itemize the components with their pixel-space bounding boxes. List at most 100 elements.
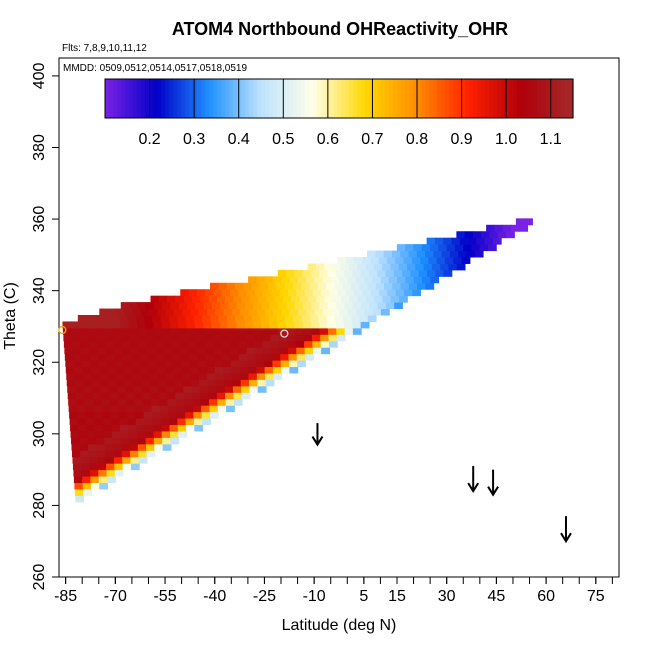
heatmap-cell <box>410 269 420 277</box>
heatmap-cell <box>319 327 329 335</box>
colorbar-swatch <box>377 79 382 118</box>
colorbar-swatch <box>213 79 218 118</box>
heatmap-cell <box>321 347 330 355</box>
colorbar-swatch <box>509 79 514 118</box>
heatmap-cell <box>326 282 335 290</box>
heatmap-cell <box>157 308 167 316</box>
heatmap-cell <box>202 418 211 426</box>
heatmap-cell <box>253 302 263 310</box>
heatmap-cell <box>195 334 205 342</box>
heatmap-cell <box>236 321 246 329</box>
heatmap-cell <box>89 456 98 464</box>
heatmap-cell <box>244 321 254 329</box>
heatmap-cell <box>96 327 105 335</box>
heatmap-cell <box>80 450 90 458</box>
heatmap-cell <box>225 392 234 400</box>
heatmap-cell <box>82 372 92 380</box>
heatmap-cell <box>294 321 304 329</box>
heatmap-cell <box>88 334 98 342</box>
heatmap-cell <box>137 327 147 335</box>
heatmap-cell <box>148 360 157 368</box>
heatmap-cell <box>336 327 346 335</box>
heatmap-cell <box>387 257 396 264</box>
heatmap-cell <box>166 379 175 387</box>
heatmap-cell <box>130 456 140 464</box>
heatmap-cell <box>71 334 81 342</box>
heatmap-cell <box>256 372 266 380</box>
heatmap-cell <box>186 321 196 329</box>
colorbar-swatch <box>345 79 350 118</box>
heatmap-cell <box>380 276 390 284</box>
heatmap-cell <box>255 360 265 368</box>
heatmap-cell <box>151 411 161 419</box>
heatmap-cell <box>137 302 147 310</box>
heatmap-cell <box>423 263 433 271</box>
y-tick-label: 260 <box>31 564 48 591</box>
heatmap-cell <box>315 263 325 271</box>
heatmap-cell <box>89 353 99 361</box>
heatmap-cell <box>200 398 210 406</box>
heatmap-cell <box>92 385 101 393</box>
heatmap-cell <box>454 244 464 252</box>
heatmap-cell <box>304 340 313 348</box>
heatmap-cell <box>187 334 197 342</box>
heatmap-cell <box>289 276 299 284</box>
x-tick-label: -25 <box>253 588 276 605</box>
heatmap-cell <box>72 347 82 355</box>
colorbar-swatch <box>129 79 134 118</box>
heatmap-cell <box>85 405 95 413</box>
heatmap-cell <box>328 334 338 342</box>
colorbar-swatch <box>221 79 226 118</box>
heatmap-cell <box>336 302 345 310</box>
heatmap-cell <box>124 372 134 380</box>
heatmap-cell <box>106 353 116 361</box>
colorbar-swatch <box>505 79 510 118</box>
heatmap-cell <box>206 308 216 316</box>
colorbar-swatch <box>489 79 494 118</box>
heatmap-cell <box>180 347 190 355</box>
heatmap-cell <box>311 302 321 310</box>
heatmap-cell <box>103 424 113 432</box>
heatmap-cell <box>107 476 116 484</box>
heatmap-cell <box>148 308 158 316</box>
colorbar-swatch <box>361 79 366 118</box>
heatmap-cell <box>125 385 134 393</box>
heatmap-cell <box>109 398 119 406</box>
heatmap-cell <box>287 340 297 348</box>
heatmap-cell <box>80 456 90 464</box>
markers <box>58 325 289 338</box>
colorbar-tick-label: 0.8 <box>406 131 428 148</box>
heatmap-cell <box>314 276 324 284</box>
heatmap-cell <box>321 289 330 297</box>
colorbar-swatch <box>145 79 150 118</box>
heatmap-cell <box>324 263 333 271</box>
heatmap-cell <box>208 295 218 303</box>
colorbar-swatch <box>481 79 486 118</box>
heatmap-cell <box>122 456 131 464</box>
heatmap-cell <box>146 443 155 451</box>
heatmap-cell <box>256 276 266 284</box>
heatmap-cell <box>163 340 173 348</box>
heatmap-cell <box>129 334 139 342</box>
heatmap-cell <box>106 469 116 477</box>
heatmap-cell <box>263 289 272 297</box>
heatmap-cell <box>76 405 86 413</box>
colorbar-swatch <box>393 79 398 118</box>
heatmap-cell <box>120 327 130 335</box>
heatmap-cell <box>102 418 112 426</box>
colorbar-swatch <box>401 79 406 118</box>
heatmap-cell <box>426 237 436 245</box>
heatmap-cell <box>400 282 410 290</box>
heatmap-cell <box>265 372 274 380</box>
heatmap-cell <box>137 443 147 451</box>
heatmap-cell <box>81 353 91 361</box>
heatmap-cell <box>304 347 314 355</box>
heatmap-cell <box>487 244 497 252</box>
heatmap-cell <box>79 334 89 342</box>
heatmap-cell <box>113 334 122 342</box>
colorbar-swatch <box>453 79 458 118</box>
heatmap-cell <box>260 314 269 322</box>
heatmap-cell <box>140 366 150 374</box>
heatmap-cell <box>344 302 354 310</box>
heatmap-cell <box>165 308 175 316</box>
